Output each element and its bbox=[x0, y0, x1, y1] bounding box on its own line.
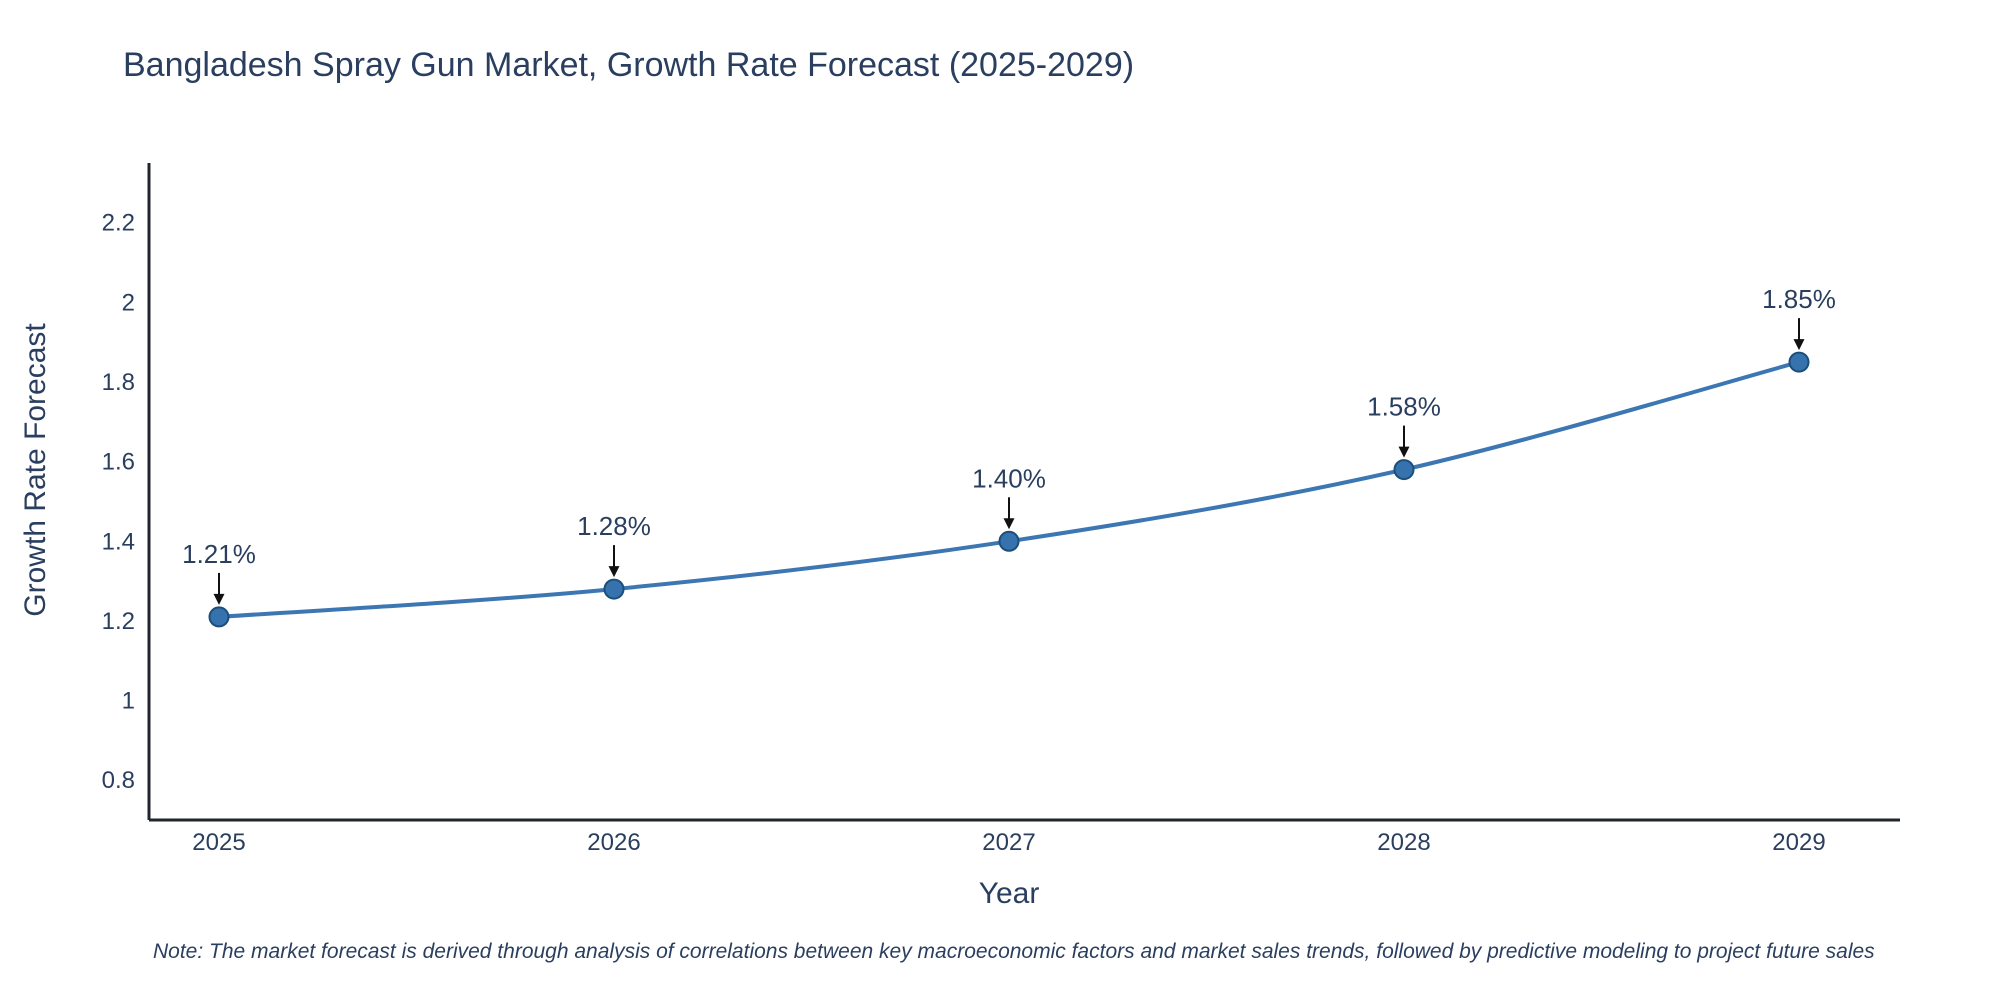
annotation-arrowhead bbox=[1793, 339, 1805, 351]
y-tick-label: 2 bbox=[122, 289, 135, 316]
annotation-arrowhead bbox=[1003, 518, 1015, 530]
annotation-arrowhead bbox=[1398, 446, 1410, 458]
annotation-label: 1.28% bbox=[577, 511, 651, 541]
y-tick-label: 2.2 bbox=[102, 210, 135, 237]
x-tick-label: 2025 bbox=[192, 829, 245, 856]
annotation-label: 1.21% bbox=[182, 539, 256, 569]
chart-title: Bangladesh Spray Gun Market, Growth Rate… bbox=[123, 46, 1135, 84]
data-point-marker bbox=[1788, 351, 1810, 373]
data-point-marker bbox=[603, 578, 625, 600]
y-tick-label: 1.6 bbox=[102, 449, 135, 476]
data-point-marker bbox=[208, 606, 230, 628]
x-tick-label: 2026 bbox=[587, 829, 640, 856]
y-tick-label: 1.4 bbox=[102, 528, 135, 555]
data-point-marker bbox=[1393, 459, 1415, 481]
annotation-label: 1.40% bbox=[972, 463, 1046, 493]
y-tick-label: 1.2 bbox=[102, 608, 135, 635]
y-tick-label: 0.8 bbox=[102, 767, 135, 794]
x-tick-label: 2027 bbox=[982, 829, 1035, 856]
footnote: Note: The market forecast is derived thr… bbox=[153, 940, 1875, 963]
y-tick-label: 1.8 bbox=[102, 369, 135, 396]
data-point-marker bbox=[998, 530, 1020, 552]
x-tick-label: 2028 bbox=[1377, 829, 1430, 856]
annotation-label: 1.58% bbox=[1367, 392, 1441, 422]
y-axis-title: Growth Rate Forecast bbox=[19, 323, 52, 617]
annotation-arrowhead bbox=[213, 593, 225, 605]
x-tick-label: 2029 bbox=[1772, 829, 1825, 856]
annotation-arrowhead bbox=[608, 566, 620, 578]
y-tick-label: 1 bbox=[122, 688, 135, 715]
annotation-label: 1.85% bbox=[1762, 284, 1836, 314]
x-axis-title: Year bbox=[978, 877, 1040, 910]
